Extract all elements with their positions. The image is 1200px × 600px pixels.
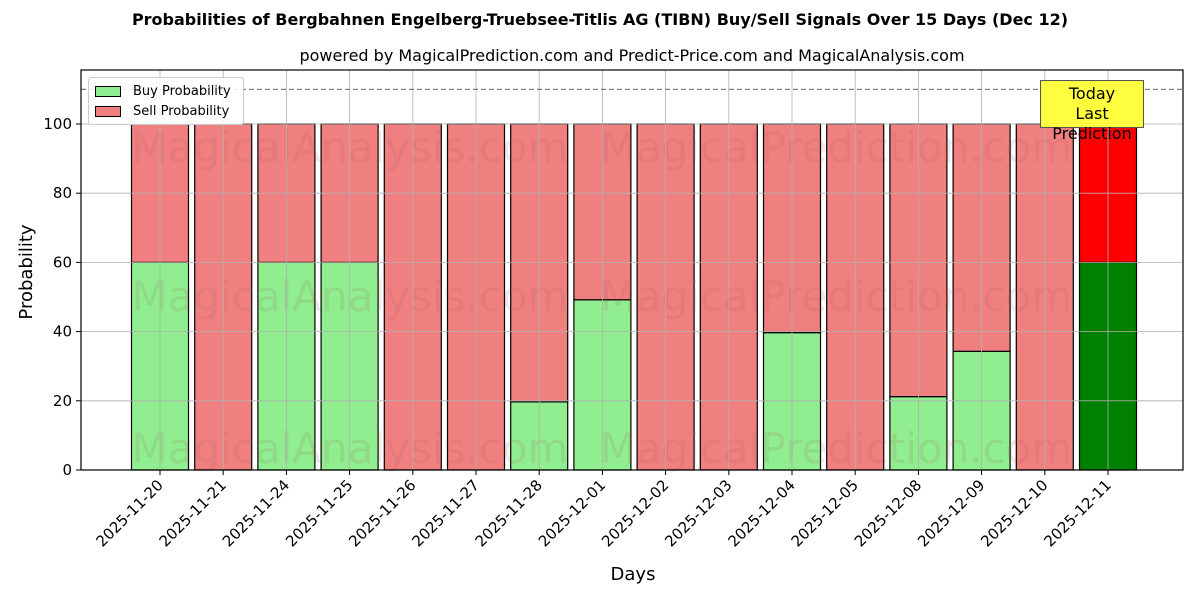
watermark-text: MagicalPrediction.com [600, 272, 1073, 321]
chart-subtitle: powered by MagicalPrediction.com and Pre… [299, 46, 965, 65]
x-tick-label: 2025-12-08 [851, 476, 925, 550]
y-tick-label: 0 [62, 461, 72, 479]
x-tick-label: 2025-12-01 [535, 476, 609, 550]
buy-swatch-icon [95, 85, 121, 97]
x-tick-label: 2025-12-02 [598, 476, 672, 550]
y-tick-label: 60 [53, 253, 72, 271]
x-tick-label: 2025-11-26 [345, 476, 419, 550]
x-tick-label: 2025-12-10 [977, 476, 1051, 550]
x-axis-label: Days [611, 564, 656, 585]
watermark-text: MagicalPrediction.com [600, 424, 1073, 473]
legend-item-buy: Buy Probability [95, 83, 231, 99]
y-tick-label: 20 [53, 392, 72, 410]
plot-frame [80, 69, 1184, 471]
legend: Buy Probability Sell Probability [88, 77, 244, 125]
x-tick-label: 2025-11-21 [156, 476, 230, 550]
y-axis-label: Probability [16, 224, 37, 319]
x-tick-label: 2025-12-09 [914, 476, 988, 550]
x-tick-label: 2025-11-24 [219, 476, 293, 550]
legend-buy-label: Buy Probability [133, 83, 231, 99]
x-tick-label: 2025-11-28 [472, 476, 546, 550]
x-tick-label: 2025-12-05 [788, 476, 862, 550]
x-tick-label: 2025-11-20 [92, 476, 166, 550]
y-tick-label: 80 [53, 184, 72, 202]
y-tick-label: 100 [43, 115, 72, 133]
y-tick-label: 40 [53, 323, 72, 341]
x-tick-label: 2025-12-03 [661, 476, 735, 550]
sell-swatch-icon [95, 105, 121, 117]
watermark-text: MagicalPrediction.com [600, 123, 1073, 172]
today-annotation: Today Last Prediction [1040, 80, 1144, 143]
legend-sell-label: Sell Probability [133, 103, 230, 119]
x-tick-label: 2025-12-11 [1040, 476, 1114, 550]
x-tick-label: 2025-11-27 [408, 476, 482, 550]
x-tick-label: 2025-11-25 [282, 476, 356, 550]
x-tick-label: 2025-12-04 [724, 476, 798, 550]
annotation-line2: Last Prediction [1052, 104, 1132, 143]
annotation-line1: Today [1068, 84, 1116, 103]
legend-item-sell: Sell Probability [95, 103, 229, 119]
chart-title: Probabilities of Bergbahnen Engelberg-Tr… [131, 10, 1069, 29]
